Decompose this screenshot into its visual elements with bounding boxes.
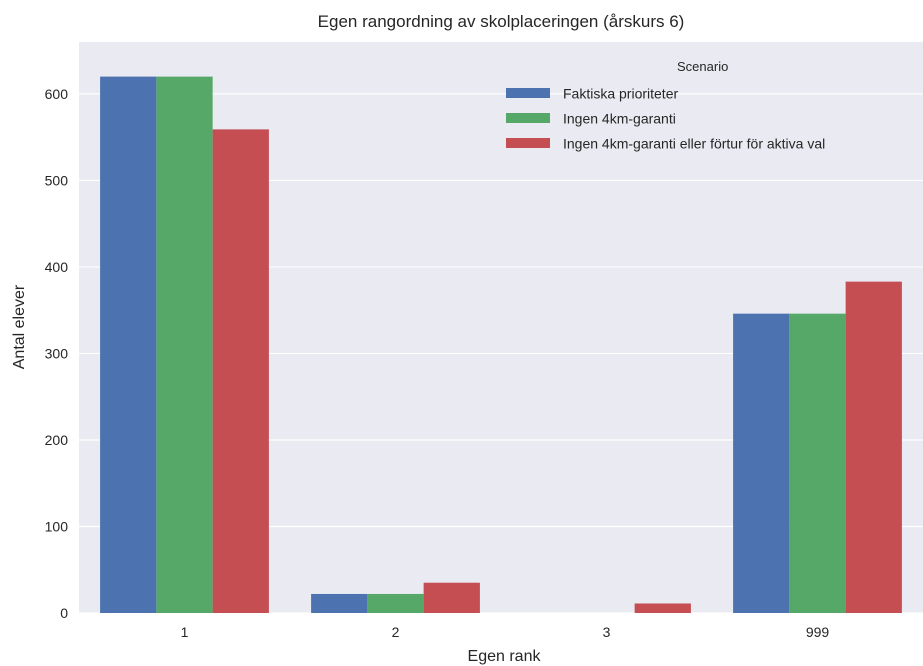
x-tick-label: 2 [392,624,400,640]
x-tick-label: 1 [181,624,189,640]
bar [156,76,213,613]
bar [212,129,269,613]
bars [100,76,902,613]
legend-item: Ingen 4km-garanti [500,109,676,126]
y-tick-label: 500 [45,172,69,188]
bar [100,76,157,613]
bar [423,582,480,613]
chart-title: Egen rangordning av skolplaceringen (års… [317,12,685,31]
x-tick-label: 999 [806,624,830,640]
legend-label: Faktiska prioriteter [563,85,679,102]
bar [367,593,424,613]
bar [789,313,846,613]
bar [634,603,691,613]
x-tick-label: 3 [603,624,611,640]
legend-swatch [506,113,550,124]
legend-swatch [506,88,550,99]
bar [733,313,790,613]
legend-label: Ingen 4km-garanti [563,110,676,127]
x-axis-label: Egen rank [468,648,542,665]
bar [311,593,368,613]
bar [845,281,902,613]
y-tick-label: 600 [45,86,69,102]
legend-label: Ingen 4km-garanti eller förtur för aktiv… [563,135,826,152]
legend-title: Scenario [677,59,729,74]
y-axis-label: Antal elever [11,284,28,369]
y-tick-label: 0 [60,605,68,621]
y-tick-label: 200 [45,432,69,448]
x-tick-labels: 1 2 3 999 [181,624,830,640]
y-tick-labels: 0 100 200 300 400 500 600 [45,86,69,621]
y-tick-label: 400 [45,259,69,275]
y-tick-label: 100 [45,518,69,534]
y-tick-label: 300 [45,345,69,361]
legend-item: Ingen 4km-garanti eller förtur för aktiv… [500,134,825,151]
legend-item: Faktiska prioriteter [500,84,678,101]
legend-swatch [506,138,550,149]
